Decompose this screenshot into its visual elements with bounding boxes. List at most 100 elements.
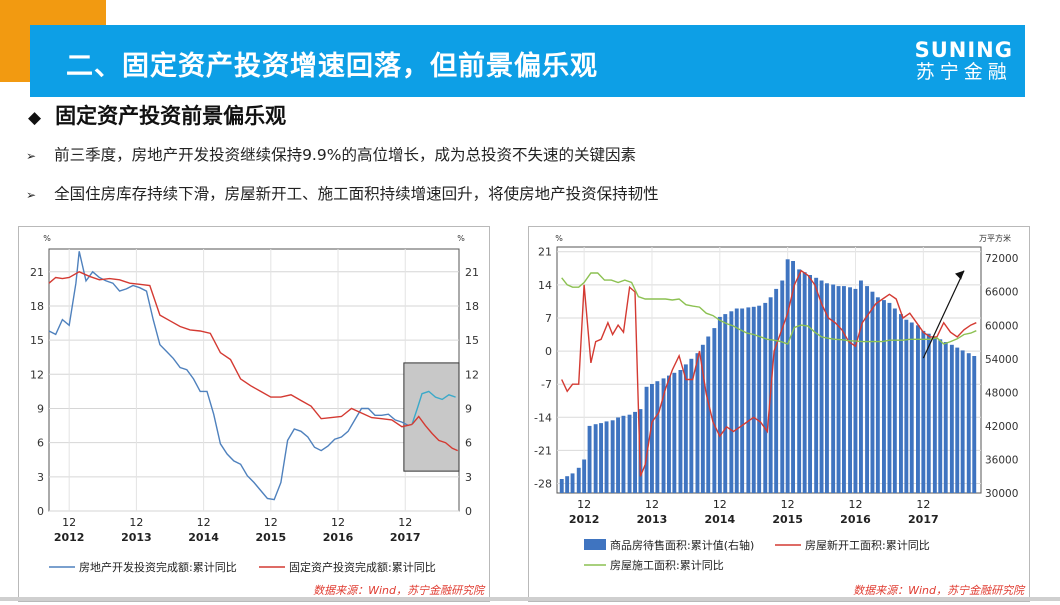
section-heading: ◆ 固定资产投资前景偏乐观 (28, 100, 286, 130)
bar-8 (604, 421, 609, 493)
y-tick-right-1: 36000 (985, 454, 1018, 466)
bar-19 (667, 375, 671, 493)
y-tick-left-2: 6 (37, 437, 44, 450)
bar-58 (887, 302, 892, 493)
x-year-label-3: 2015 (772, 513, 803, 526)
x-year-label-4: 2016 (840, 513, 871, 526)
plot-area (48, 248, 460, 512)
y-tick-right-3: 9 (465, 402, 472, 415)
investment-growth-chart: 0 0 3 3 6 6 9 9 12 12 15 15 18 18 21 21% % 12 2012 12 2013 12… (30, 234, 486, 597)
bar-67 (938, 339, 943, 494)
bar-29 (723, 314, 728, 493)
bar-20 (672, 372, 677, 493)
y-tick-right-0: 30000 (985, 488, 1018, 500)
bar-28 (717, 316, 722, 493)
bar-1 (565, 476, 570, 493)
y-tick-left-6: 18 (30, 300, 44, 313)
section-heading-text: 固定资产投资前景偏乐观 (55, 104, 287, 128)
bullet-item-2: ➢ 全国住房库存持续下滑，房屋新开工、施工面积持续增速回升，将使房地产投资保持韧性 (26, 182, 659, 204)
x-month-label-3: 12 (264, 516, 278, 529)
x-year-label-0: 2012 (54, 531, 85, 544)
x-year-label-1: 2013 (121, 531, 152, 544)
bar-44 (808, 275, 812, 493)
bar-21 (678, 370, 683, 493)
bar-9 (610, 420, 615, 493)
y-tick-left-3: 9 (37, 402, 44, 415)
logo-text-en: SUNING (914, 38, 1013, 62)
bar-71 (960, 350, 965, 493)
trend-arrow-head (955, 270, 965, 280)
bar-49 (836, 286, 841, 493)
bar-46 (819, 280, 824, 493)
y-tick-left-7: 21 (538, 246, 552, 259)
x-year-label-0: 2012 (569, 513, 600, 526)
x-month-label-0: 12 (62, 516, 76, 529)
source-note: 数据来源：Wind，苏宁金融研究院 (313, 584, 486, 597)
y-tick-right-5: 60000 (985, 320, 1018, 332)
arrow-bullet-icon: ➢ (26, 149, 37, 163)
x-year-label-5: 2017 (390, 531, 421, 544)
source-note: 数据来源：Wind，苏宁金融研究院 (853, 584, 1026, 597)
legend-label-1: 房屋施工面积:累计同比 (610, 559, 724, 572)
bar-70 (955, 347, 960, 493)
left-chart-frame: 0 0 3 3 6 6 9 9 12 12 15 15 18 18 21 21%% 12 2012 12 2013 12… (18, 226, 490, 602)
bar-63 (916, 325, 920, 493)
y-tick-right-6: 18 (465, 300, 479, 313)
logo-text-cn: 苏宁金融 (915, 61, 1012, 83)
series-line-0 (561, 269, 977, 477)
y-tick-right-3: 48000 (985, 387, 1018, 399)
bar-52 (853, 288, 858, 493)
x-month-label-2: 12 (713, 498, 727, 511)
bar-5 (587, 425, 592, 493)
x-month-label-3: 12 (781, 498, 795, 511)
y-tick-right-7: 72000 (985, 253, 1018, 265)
bar-47 (825, 283, 829, 493)
forecast-shade-box (403, 362, 460, 472)
bullet-text-1: 前三季度，房地产开发投资继续保持9.9%的高位增长，成为总投资不失速的关键因素 (54, 146, 636, 164)
bar-26 (706, 336, 711, 493)
y-tick-left-7: 21 (30, 266, 44, 279)
bar-34 (751, 306, 756, 493)
bar-0 (559, 479, 564, 493)
arrow-bullet-icon: ➢ (26, 188, 37, 202)
bar-66 (932, 336, 937, 493)
y-tick-right-4: 54000 (985, 354, 1018, 366)
bar-48 (831, 284, 836, 493)
diamond-bullet-icon: ◆ (28, 108, 42, 128)
right-chart-frame: -28 -21 -14 -7 0 7 14 21 30000 36000 42000 48000 540… (528, 226, 1030, 602)
title-bar: 二、固定资产投资增速回落，但前景偏乐观 SUNING 苏宁金融 (30, 25, 1025, 97)
x-month-label-5: 12 (916, 498, 930, 511)
bar-50 (842, 286, 846, 493)
bar-56 (875, 297, 880, 493)
x-year-label-4: 2016 (323, 531, 354, 544)
y-unit-left: % (555, 234, 563, 243)
bar-18 (661, 378, 666, 493)
bar-17 (655, 381, 660, 493)
bar-33 (746, 307, 751, 493)
y-tick-left-0: 0 (37, 505, 44, 518)
bar-57 (882, 300, 886, 493)
y-tick-left-1: 3 (37, 471, 44, 484)
bar-4 (582, 459, 587, 493)
x-year-label-3: 2015 (255, 531, 286, 544)
bar-10 (616, 417, 620, 493)
y-tick-right-2: 42000 (985, 421, 1018, 433)
bottom-rule (0, 597, 1060, 601)
suning-logo: SUNING 苏宁金融 (915, 39, 1013, 83)
bar-11 (621, 415, 626, 493)
bar-73 (972, 356, 977, 493)
bar-43 (802, 272, 807, 493)
bar-61 (904, 319, 909, 493)
series-line-1 (48, 271, 413, 428)
bar-12 (627, 414, 632, 493)
series-line-2 (411, 390, 456, 425)
x-month-label-1: 12 (129, 516, 143, 529)
y-tick-right-7: 21 (465, 266, 479, 279)
series-line-0 (48, 251, 409, 501)
bar-59 (892, 308, 897, 493)
y-tick-left-4: 0 (545, 345, 552, 358)
bar-30 (729, 311, 734, 493)
bar-53 (859, 280, 863, 493)
bar-14 (638, 409, 643, 493)
x-month-label-4: 12 (848, 498, 862, 511)
